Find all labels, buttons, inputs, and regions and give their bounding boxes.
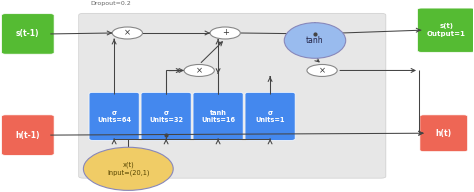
FancyBboxPatch shape	[193, 92, 243, 140]
Text: h(t): h(t)	[436, 129, 452, 138]
Text: ×: ×	[124, 28, 131, 37]
FancyBboxPatch shape	[420, 115, 468, 152]
Circle shape	[210, 27, 240, 39]
Text: σ
Units=32: σ Units=32	[149, 110, 183, 123]
Text: σ
Units=1: σ Units=1	[255, 110, 285, 123]
Text: s(t-1): s(t-1)	[16, 29, 40, 38]
FancyBboxPatch shape	[1, 14, 54, 54]
Circle shape	[112, 27, 143, 39]
Text: tanh: tanh	[306, 36, 324, 45]
Text: Dropout=0.2: Dropout=0.2	[91, 1, 131, 6]
Ellipse shape	[284, 23, 346, 58]
FancyBboxPatch shape	[89, 92, 139, 140]
Text: ×: ×	[319, 66, 326, 75]
FancyBboxPatch shape	[1, 115, 54, 155]
Text: +: +	[222, 28, 228, 37]
Text: σ
Units=64: σ Units=64	[97, 110, 131, 123]
FancyBboxPatch shape	[141, 92, 191, 140]
Text: h(t-1): h(t-1)	[16, 131, 40, 140]
FancyBboxPatch shape	[245, 92, 295, 140]
Text: ×: ×	[196, 66, 203, 75]
Ellipse shape	[83, 147, 173, 190]
FancyBboxPatch shape	[79, 13, 386, 178]
Text: s(t)
Output=1: s(t) Output=1	[427, 23, 465, 37]
Text: x(t)
Input=(20,1): x(t) Input=(20,1)	[107, 162, 150, 176]
Circle shape	[184, 65, 214, 76]
FancyBboxPatch shape	[418, 8, 474, 52]
Circle shape	[307, 65, 337, 76]
Text: tanh
Units=16: tanh Units=16	[201, 110, 235, 123]
